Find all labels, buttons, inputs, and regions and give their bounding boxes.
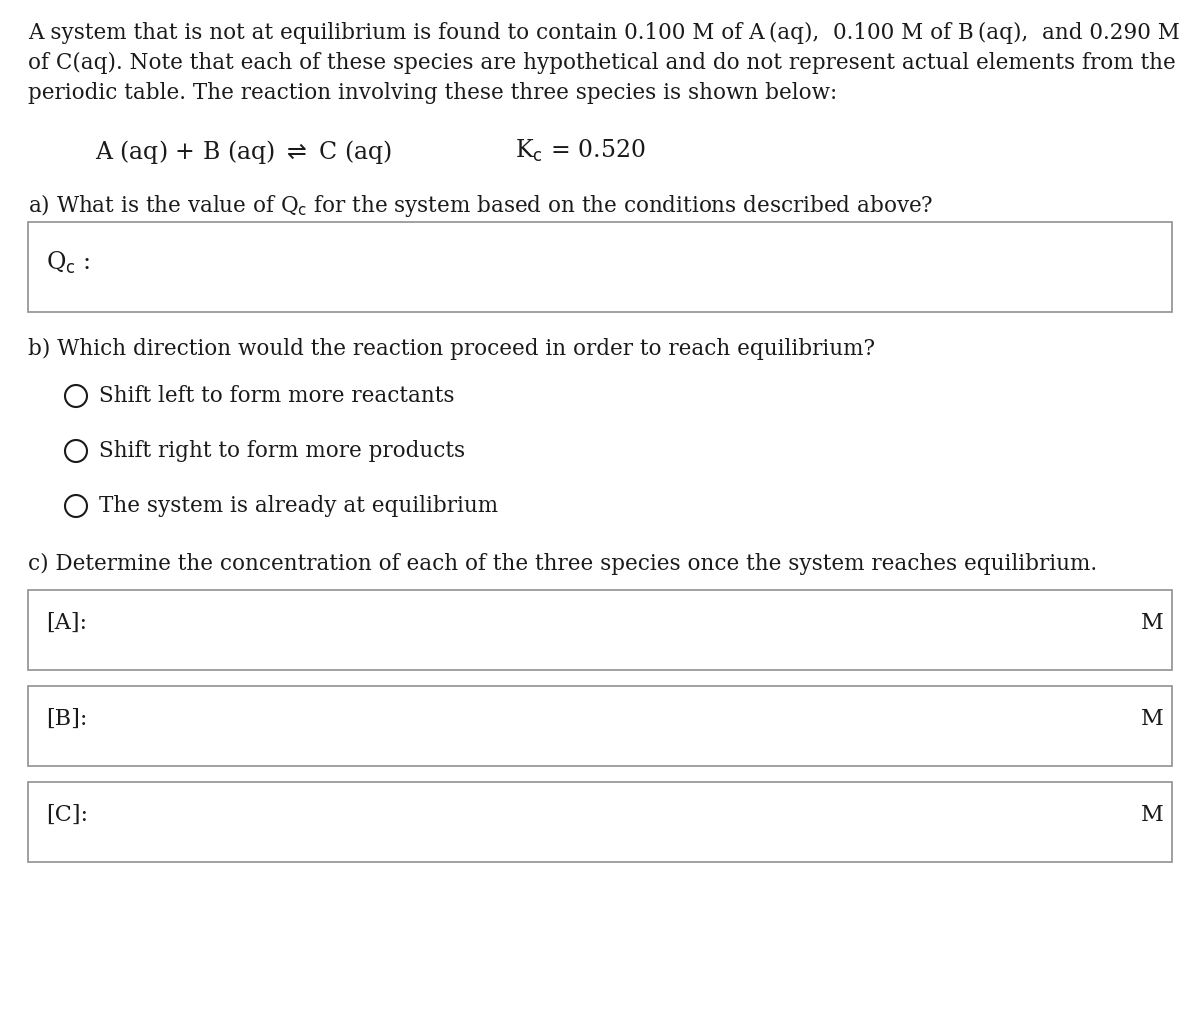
Text: of C(aq). Note that each of these species are hypothetical and do not represent : of C(aq). Note that each of these specie… — [28, 52, 1176, 74]
Text: A system that is not at equilibrium is found to contain 0.100 M of A (aq),  0.10: A system that is not at equilibrium is f… — [28, 22, 1180, 44]
Text: The system is already at equilibrium: The system is already at equilibrium — [98, 495, 498, 517]
Text: b) Which direction would the reaction proceed in order to reach equilibrium?: b) Which direction would the reaction pr… — [28, 338, 875, 360]
FancyBboxPatch shape — [28, 590, 1172, 670]
FancyBboxPatch shape — [28, 222, 1172, 312]
Text: c) Determine the concentration of each of the three species once the system reac: c) Determine the concentration of each o… — [28, 553, 1097, 575]
Text: A (aq) + B (aq) $\rightleftharpoons$ C (aq): A (aq) + B (aq) $\rightleftharpoons$ C (… — [95, 138, 392, 166]
Text: Shift right to form more products: Shift right to form more products — [98, 440, 466, 462]
Text: a) What is the value of Q$_\mathrm{c}$ for the system based on the conditions de: a) What is the value of Q$_\mathrm{c}$ f… — [28, 192, 934, 219]
Text: [A]:: [A]: — [46, 612, 88, 634]
Text: M: M — [1141, 708, 1164, 730]
Text: Q$_\mathrm{c}$ :: Q$_\mathrm{c}$ : — [46, 250, 90, 276]
FancyBboxPatch shape — [28, 782, 1172, 862]
FancyBboxPatch shape — [28, 686, 1172, 766]
Text: K$_\mathrm{c}$ = 0.520: K$_\mathrm{c}$ = 0.520 — [515, 138, 646, 164]
Text: M: M — [1141, 612, 1164, 634]
Text: periodic table. The reaction involving these three species is shown below:: periodic table. The reaction involving t… — [28, 82, 838, 104]
Text: Shift left to form more reactants: Shift left to form more reactants — [98, 385, 455, 407]
Text: M: M — [1141, 804, 1164, 826]
Text: [C]:: [C]: — [46, 804, 88, 826]
Text: [B]:: [B]: — [46, 708, 88, 730]
